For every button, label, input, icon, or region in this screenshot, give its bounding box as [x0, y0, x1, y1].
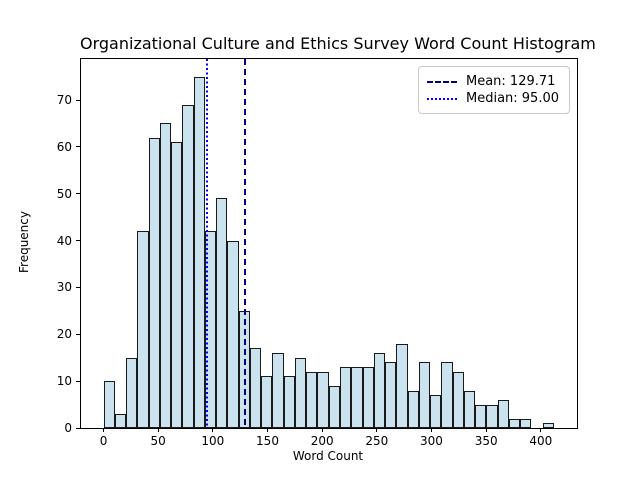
histogram-bar — [418, 362, 431, 428]
y-tick-mark — [76, 240, 80, 242]
y-tick-label: 30 — [56, 280, 72, 295]
x-tick-label: 350 — [474, 434, 498, 448]
histogram-bar — [520, 418, 532, 428]
histogram-bar — [497, 399, 509, 428]
y-tick-mark — [76, 427, 80, 429]
histogram-bar — [148, 137, 160, 428]
x-axis-label: Word Count — [292, 449, 364, 463]
histogram-bar — [126, 357, 138, 428]
y-tick-label: 10 — [56, 374, 72, 389]
histogram-bar — [362, 367, 374, 428]
x-tick-mark — [267, 428, 268, 432]
histogram-bar — [272, 353, 284, 428]
x-tick-label: 300 — [420, 434, 443, 448]
x-tick-mark — [485, 428, 487, 432]
histogram-bar — [385, 362, 397, 428]
histogram-bar — [441, 362, 453, 428]
x-tick-mark — [321, 428, 323, 432]
y-tick-label: 70 — [56, 93, 72, 107]
histogram-bar — [283, 376, 295, 428]
histogram-bar — [249, 348, 262, 428]
x-tick-label: 100 — [201, 434, 225, 448]
histogram-bar — [238, 310, 250, 428]
histogram-bar — [227, 240, 239, 428]
y-tick-mark — [76, 333, 80, 335]
legend-median-label: Median: 95.00 — [465, 91, 559, 106]
y-tick-label: 40 — [56, 233, 72, 248]
y-tick-mark — [76, 380, 80, 382]
legend-mean-label: Mean: 129.71 — [465, 74, 556, 89]
x-tick-label: 250 — [365, 434, 389, 448]
y-tick-mark — [76, 193, 80, 195]
histogram-bar — [159, 123, 172, 428]
y-tick-label: 0 — [64, 421, 72, 435]
x-tick-label: 0 — [99, 434, 108, 448]
histogram-bar — [351, 367, 363, 428]
chart-title: Organizational Culture and Ethics Survey… — [80, 34, 596, 53]
x-tick-mark — [157, 428, 159, 432]
y-tick-mark — [76, 286, 80, 288]
x-tick-mark — [103, 428, 105, 432]
histogram-bar — [193, 76, 205, 428]
legend-entry-median: Median: 95.00 — [426, 90, 559, 107]
histogram-bar — [306, 371, 318, 428]
mean-line — [244, 59, 247, 428]
histogram-bar — [182, 104, 194, 428]
plot-area: 0 50 100 150 200 250 300 350 400 0 10 20 30 40 50 60 70 … — [57, 58, 578, 448]
histogram-bar — [137, 231, 149, 428]
x-tick-mark — [376, 428, 378, 432]
histogram-bar — [103, 381, 115, 428]
legend: Mean: 129.71 Median: 95.00 — [417, 66, 570, 114]
x-tick-label: 150 — [256, 434, 279, 448]
legend-entry-mean: Mean: 129.71 — [426, 73, 559, 90]
histogram-bar — [317, 371, 329, 428]
y-tick-label: 60 — [56, 139, 72, 154]
median-line — [206, 59, 209, 428]
histogram-bar — [508, 418, 521, 428]
histogram-bar — [204, 231, 217, 428]
x-tick-mark — [430, 428, 432, 432]
histogram-bar — [430, 395, 442, 428]
x-tick-label: 50 — [150, 434, 166, 448]
histogram-bar — [463, 390, 476, 428]
x-tick-label: 200 — [310, 434, 334, 448]
histogram-bar — [475, 404, 487, 428]
y-tick-label: 20 — [56, 327, 72, 342]
histogram-bar — [216, 198, 228, 428]
x-tick-mark — [540, 428, 542, 432]
x-tick-mark — [212, 428, 214, 432]
histogram-bar — [407, 390, 419, 428]
histogram-bar — [328, 385, 340, 428]
histogram-bar — [486, 404, 498, 428]
y-tick-label: 50 — [56, 186, 72, 201]
legend-mean-line-swatch — [426, 80, 457, 83]
histogram-bar — [396, 343, 408, 428]
x-tick-label: 400 — [529, 434, 553, 448]
histogram-bar — [294, 357, 307, 428]
y-tick-mark — [76, 99, 80, 101]
histogram-bar — [373, 353, 386, 428]
y-tick-mark — [76, 146, 80, 148]
histogram-bar — [261, 376, 273, 428]
histogram-bar — [452, 371, 464, 428]
histogram-bar — [114, 413, 127, 428]
histogram-bar — [171, 142, 183, 428]
histogram-bar — [339, 367, 352, 428]
legend-median-line-swatch — [426, 97, 457, 100]
y-axis-label: Frequency — [17, 211, 31, 273]
histogram-bar — [542, 423, 554, 428]
